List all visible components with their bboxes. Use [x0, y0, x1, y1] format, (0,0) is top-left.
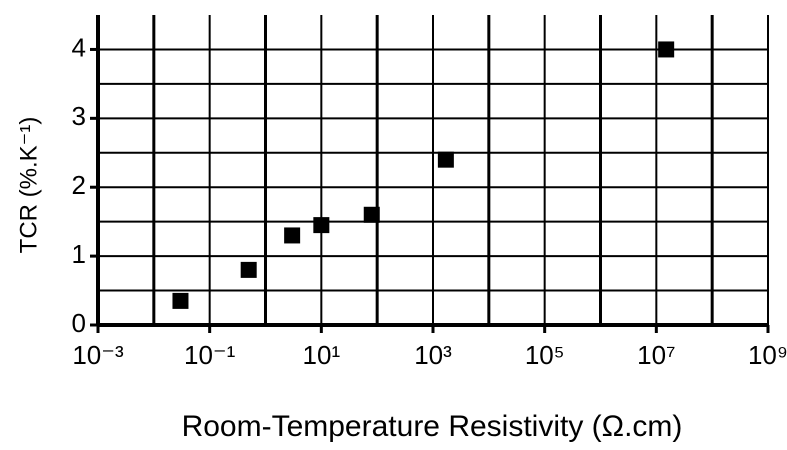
x-tick-label: 10⁵ — [525, 340, 565, 370]
x-axis-label: Room-Temperature Resistivity (Ω.cm) — [182, 410, 683, 443]
data-point — [437, 151, 454, 168]
y-tick-label: 0 — [72, 308, 86, 338]
x-tick-label: 10⁹ — [748, 340, 787, 370]
y-tick-label: 2 — [72, 170, 86, 200]
data-point — [172, 292, 189, 309]
x-tick-label: 10³ — [414, 340, 452, 370]
x-tick-label: 10⁷ — [637, 340, 675, 370]
y-tick-label: 1 — [72, 239, 86, 269]
data-point — [240, 261, 257, 278]
data-point — [658, 41, 675, 58]
data-point — [284, 227, 301, 244]
data-point — [313, 217, 330, 234]
x-tick-label: 10⁻³ — [72, 340, 124, 370]
y-axis-label: TCR (%.K⁻¹) — [15, 117, 42, 254]
x-tick-label: 10¹ — [303, 340, 341, 370]
y-tick-label: 4 — [72, 32, 86, 62]
y-tick-label: 3 — [72, 101, 86, 131]
x-tick-label: 10⁻¹ — [184, 340, 236, 370]
data-point — [363, 206, 380, 223]
